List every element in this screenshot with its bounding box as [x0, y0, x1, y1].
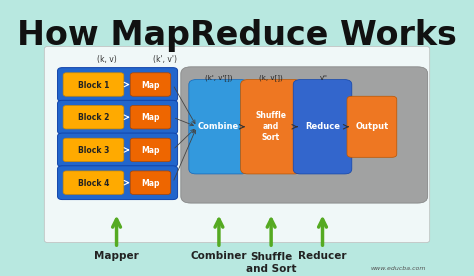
FancyBboxPatch shape [63, 138, 124, 162]
FancyBboxPatch shape [130, 138, 171, 162]
Text: Block 4: Block 4 [78, 179, 109, 188]
Text: www.educba.com: www.educba.com [370, 266, 426, 271]
Text: (k, v[]): (k, v[]) [259, 74, 283, 81]
FancyBboxPatch shape [57, 68, 178, 101]
FancyBboxPatch shape [181, 67, 428, 203]
FancyBboxPatch shape [63, 73, 124, 96]
Text: (k', v'): (k', v') [153, 55, 177, 65]
Text: Combiner: Combiner [191, 251, 247, 261]
FancyBboxPatch shape [57, 133, 178, 167]
FancyBboxPatch shape [44, 46, 430, 243]
Text: Block 2: Block 2 [78, 113, 109, 122]
Text: Shuffle
and Sort: Shuffle and Sort [246, 252, 296, 274]
Text: Block 3: Block 3 [78, 146, 109, 155]
Text: Map: Map [141, 146, 160, 155]
FancyBboxPatch shape [63, 171, 124, 194]
FancyBboxPatch shape [130, 73, 171, 96]
Text: Combine: Combine [198, 122, 239, 131]
Text: Block 1: Block 1 [78, 81, 109, 90]
Text: Map: Map [141, 179, 160, 188]
FancyBboxPatch shape [57, 100, 178, 134]
Text: Output: Output [356, 122, 389, 131]
Text: (k, v): (k, v) [97, 55, 117, 65]
Text: Shuffle
and
Sort: Shuffle and Sort [255, 111, 286, 142]
FancyBboxPatch shape [130, 105, 171, 129]
Text: Reducer: Reducer [298, 251, 347, 261]
Text: How MapReduce Works: How MapReduce Works [17, 19, 457, 52]
Text: Mapper: Mapper [94, 251, 139, 261]
Text: v'': v'' [319, 75, 327, 81]
FancyBboxPatch shape [189, 79, 248, 174]
Text: Map: Map [141, 81, 160, 90]
FancyBboxPatch shape [63, 105, 124, 129]
FancyBboxPatch shape [293, 79, 352, 174]
Text: Map: Map [141, 113, 160, 122]
FancyBboxPatch shape [57, 166, 178, 200]
FancyBboxPatch shape [130, 171, 171, 194]
FancyBboxPatch shape [347, 96, 397, 157]
Text: Reduce: Reduce [305, 122, 340, 131]
Text: (k', v'[]): (k', v'[]) [205, 74, 233, 81]
FancyBboxPatch shape [241, 79, 301, 174]
